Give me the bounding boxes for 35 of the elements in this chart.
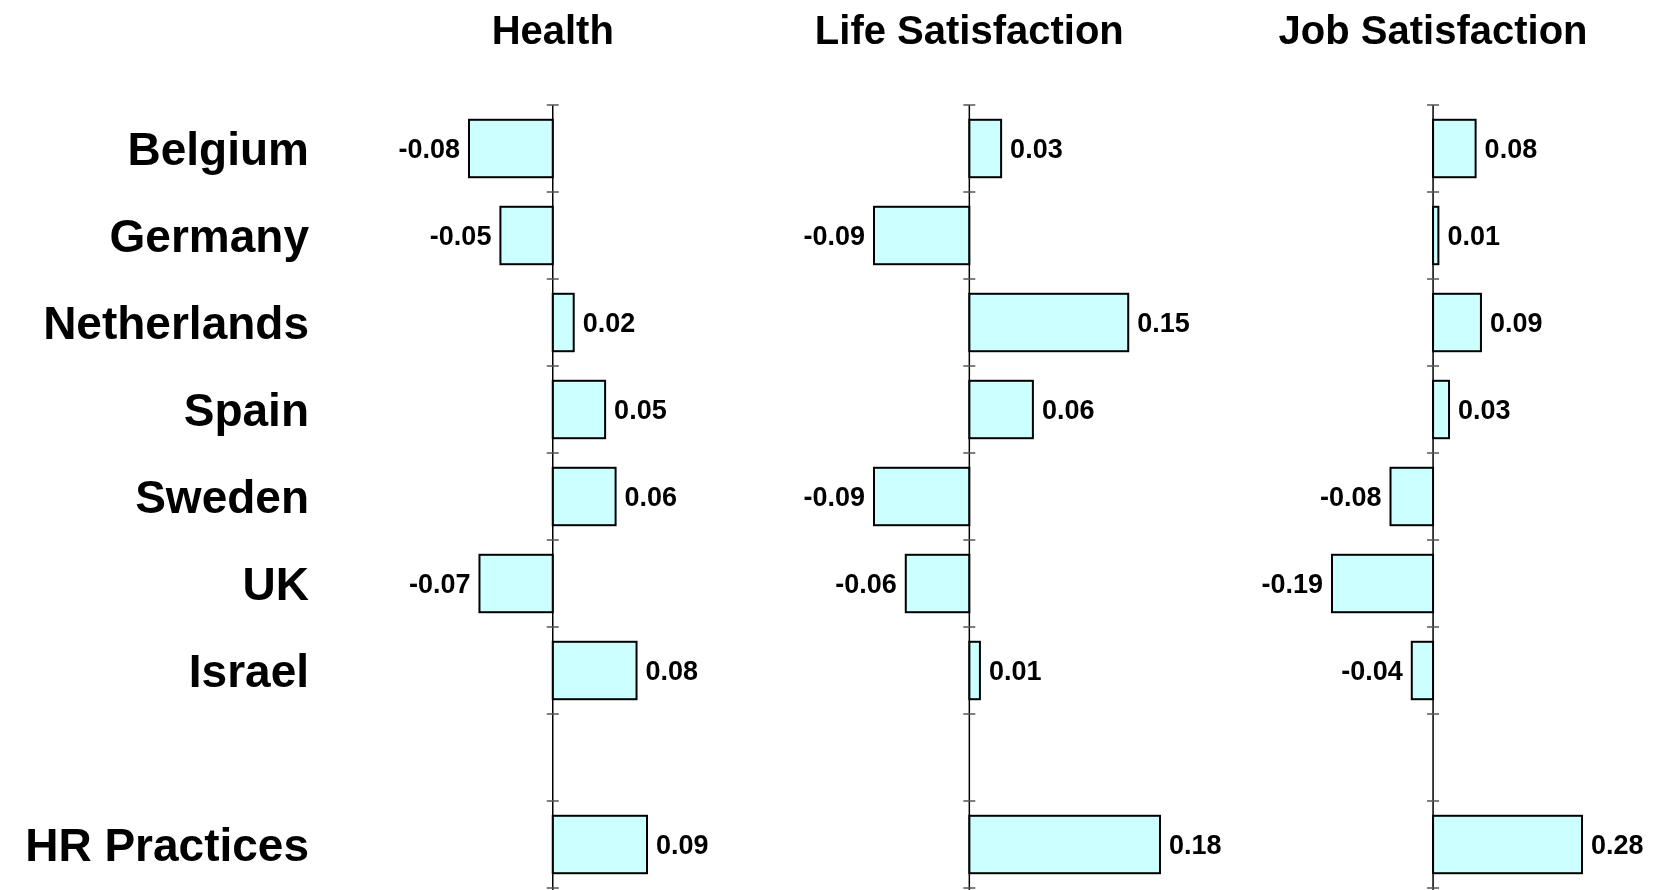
data-label: -0.07 [408, 569, 471, 600]
y-tick-label: Netherlands [43, 297, 309, 350]
data-label: 0.09 [656, 830, 709, 861]
data-label: 0.02 [582, 308, 636, 339]
data-label: 0.01 [1447, 221, 1500, 252]
data-label: 0.15 [1137, 308, 1190, 339]
data-label: -0.04 [1341, 656, 1403, 687]
chart-title: Life Satisfaction [814, 8, 1124, 52]
data-label: 0.06 [624, 482, 678, 513]
data-label: 0.08 [1484, 134, 1538, 165]
y-tick-label: HR Practices [25, 819, 309, 872]
data-label: -0.06 [835, 569, 897, 600]
data-label: -0.08 [1319, 482, 1382, 513]
y-tick-label: Belgium [127, 123, 309, 176]
chart-title: Health [491, 8, 614, 52]
y-tick-label: Israel [188, 645, 309, 698]
data-label: 0.08 [645, 656, 699, 687]
data-label: -0.08 [398, 134, 460, 165]
y-tick-label: Sweden [135, 471, 309, 524]
data-label: 0.06 [1041, 395, 1095, 426]
data-label: -0.19 [1261, 569, 1323, 600]
data-label: 0.01 [988, 656, 1042, 687]
y-tick-label: Spain [183, 384, 309, 437]
data-label: 0.18 [1169, 830, 1222, 861]
y-tick-label: Germany [109, 210, 310, 263]
data-label: 0.05 [614, 395, 667, 426]
chart-title: Job Satisfaction [1278, 8, 1588, 52]
data-label: 0.03 [1010, 134, 1063, 165]
data-label: -0.05 [429, 221, 492, 252]
y-tick-label: UK [242, 558, 309, 611]
data-label: 0.03 [1458, 395, 1511, 426]
data-label: -0.09 [803, 221, 865, 252]
data-label: 0.09 [1489, 308, 1543, 339]
data-label: -0.09 [803, 482, 865, 513]
data-label: 0.28 [1591, 830, 1644, 861]
